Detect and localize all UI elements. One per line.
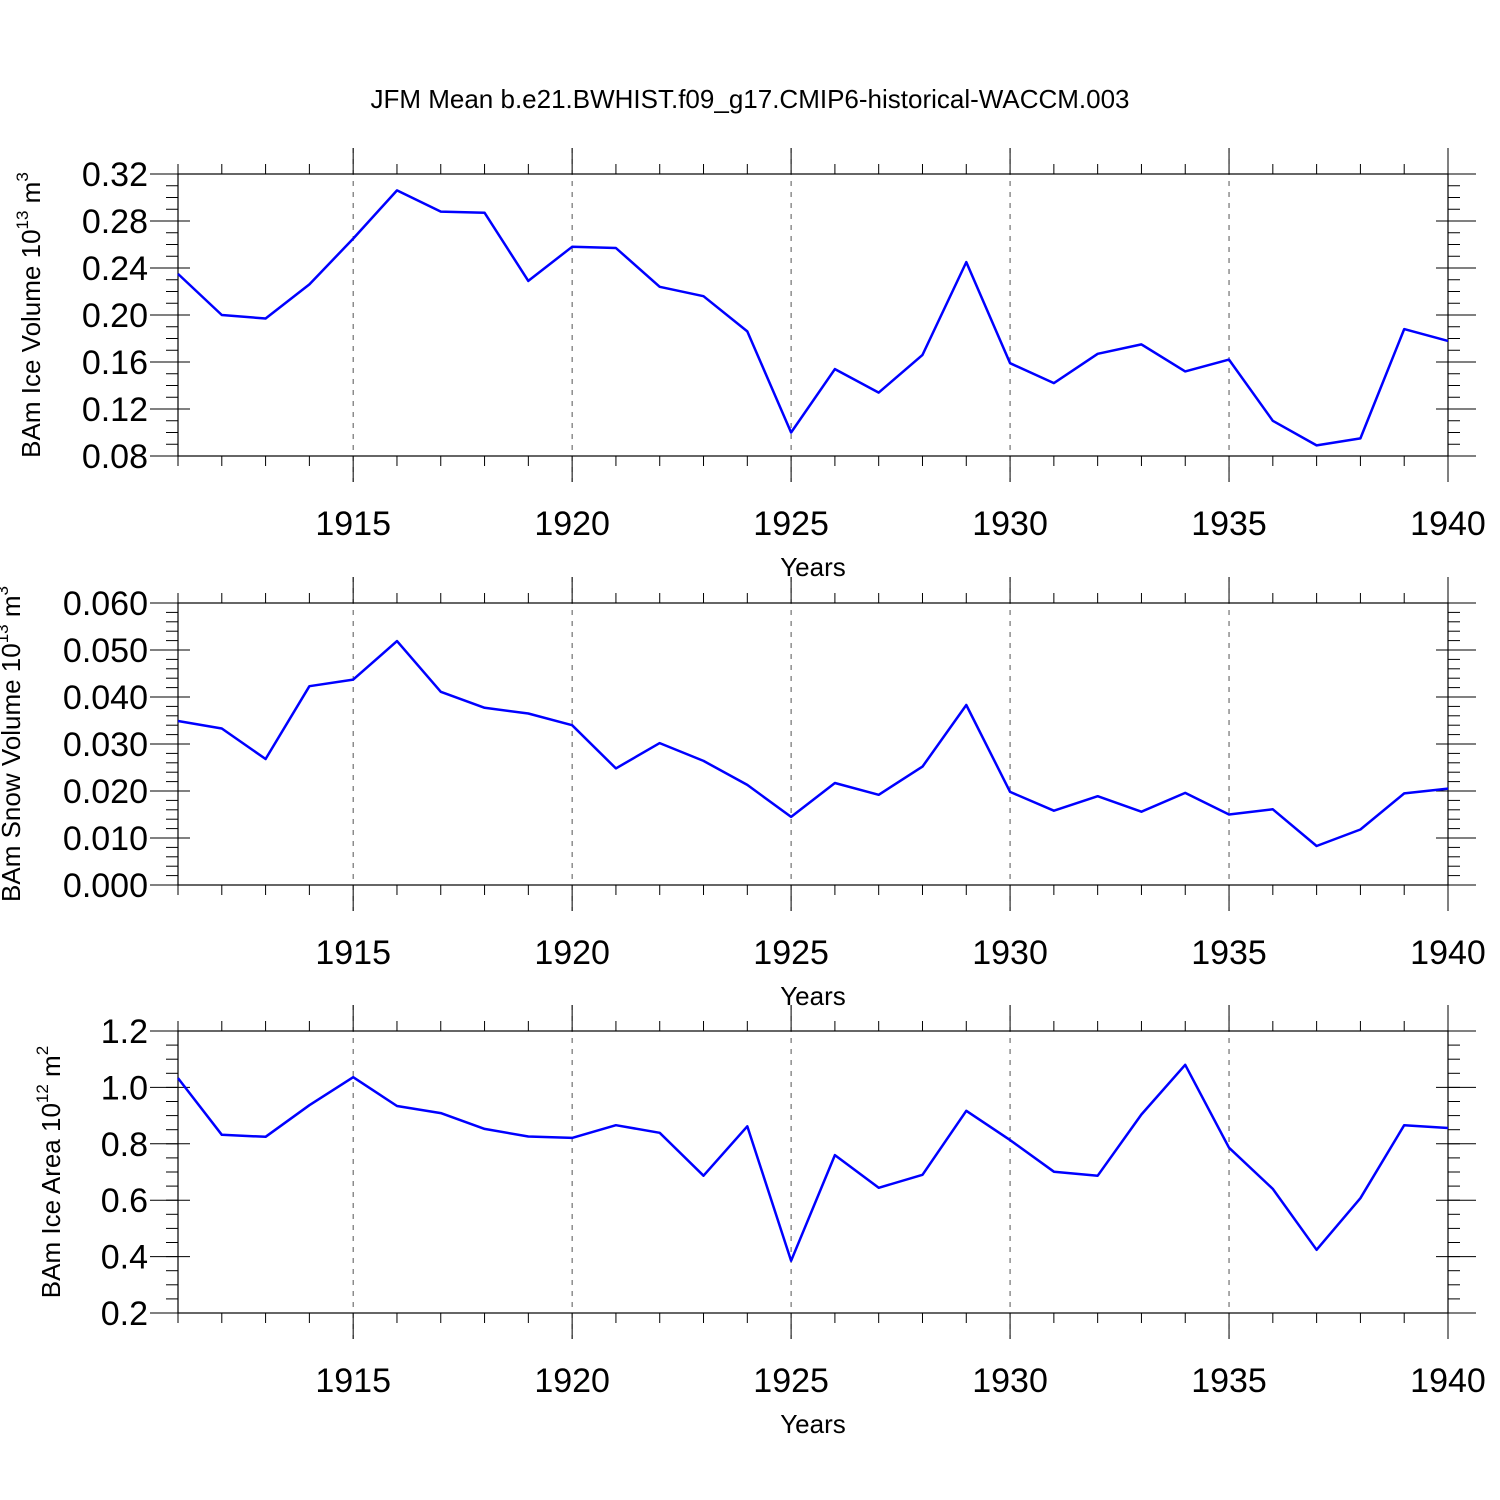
x-tick-label: 1930 xyxy=(972,934,1048,972)
y-tick-label: 0.030 xyxy=(63,726,148,764)
y-tick-label: 0.060 xyxy=(63,585,148,623)
chart-panel-2: 0.000 0.010 0.020 0.030 0.040 0.050 0.060 1915 1… xyxy=(0,577,1486,1011)
y-tick-label: 0.24 xyxy=(82,250,148,288)
x-tick-label: 1915 xyxy=(315,1362,391,1400)
plot-frame xyxy=(177,173,1449,457)
x-tick-label: 1925 xyxy=(753,1362,829,1400)
y-tick-label: 0.16 xyxy=(82,344,148,382)
y-tick-label: 0.6 xyxy=(101,1182,148,1220)
y-tick-label: 0.4 xyxy=(101,1239,148,1277)
x-tick-label: 1940 xyxy=(1410,934,1486,972)
series-line xyxy=(177,639,1449,848)
x-tick-label: 1925 xyxy=(753,505,829,543)
x-tick-label: 1935 xyxy=(1191,1362,1267,1400)
y-tick-label: 0.040 xyxy=(63,679,148,717)
x-tick-label: 1920 xyxy=(534,1362,610,1400)
y-tick-label: 0.20 xyxy=(82,297,148,335)
y-tick-label: 0.08 xyxy=(82,438,148,476)
y-tick-label: 0.12 xyxy=(82,391,148,429)
x-tick-label: 1930 xyxy=(972,505,1048,543)
y-tick-label: 1.0 xyxy=(101,1069,148,1107)
x-axis-title: Years xyxy=(780,552,846,582)
chart-title: JFM Mean b.e21.BWHIST.f09_g17.CMIP6-hist… xyxy=(370,84,1130,114)
x-tick-label: 1940 xyxy=(1410,1362,1486,1400)
x-tick-label: 1915 xyxy=(315,934,391,972)
y-tick-label: 0.050 xyxy=(63,632,148,670)
y-axis-title: BAm Ice Volume 1013 m3 xyxy=(13,172,46,458)
x-tick-label: 1935 xyxy=(1191,505,1267,543)
x-tick-label: 1920 xyxy=(534,934,610,972)
y-axis-title: BAm Snow Volume 1013 m3 xyxy=(0,586,26,902)
y-tick-label: 1.2 xyxy=(101,1013,148,1051)
x-tick-label: 1920 xyxy=(534,505,610,543)
x-tick-label: 1925 xyxy=(753,934,829,972)
plot-frame xyxy=(177,602,1449,886)
y-tick-label: 0.000 xyxy=(63,867,148,905)
x-axis-title: Years xyxy=(780,1409,846,1439)
y-axis-title: BAm Ice Area 1012 m2 xyxy=(33,1046,66,1298)
y-tick-label: 0.32 xyxy=(82,156,148,194)
series-line xyxy=(177,1063,1449,1263)
x-tick-label: 1935 xyxy=(1191,934,1267,972)
y-tick-label: 0.010 xyxy=(63,820,148,858)
plot-frame xyxy=(177,1030,1449,1314)
y-tick-label: 0.2 xyxy=(101,1295,148,1333)
chart-panel-3: 0.2 0.4 0.6 0.8 1.0 1.2 1915 1920 1925 1930 1935 19… xyxy=(33,1005,1486,1439)
x-tick-label: 1940 xyxy=(1410,505,1486,543)
y-tick-label: 0.020 xyxy=(63,773,148,811)
y-tick-label: 0.8 xyxy=(101,1126,148,1164)
series-line xyxy=(177,189,1449,447)
x-tick-label: 1930 xyxy=(972,1362,1048,1400)
y-tick-label: 0.28 xyxy=(82,203,148,241)
x-tick-label: 1915 xyxy=(315,505,391,543)
chart-panel-1: 0.08 0.12 0.16 0.20 0.24 0.28 0.32 1915 1920 1925… xyxy=(13,148,1486,582)
x-axis-title: Years xyxy=(780,981,846,1011)
